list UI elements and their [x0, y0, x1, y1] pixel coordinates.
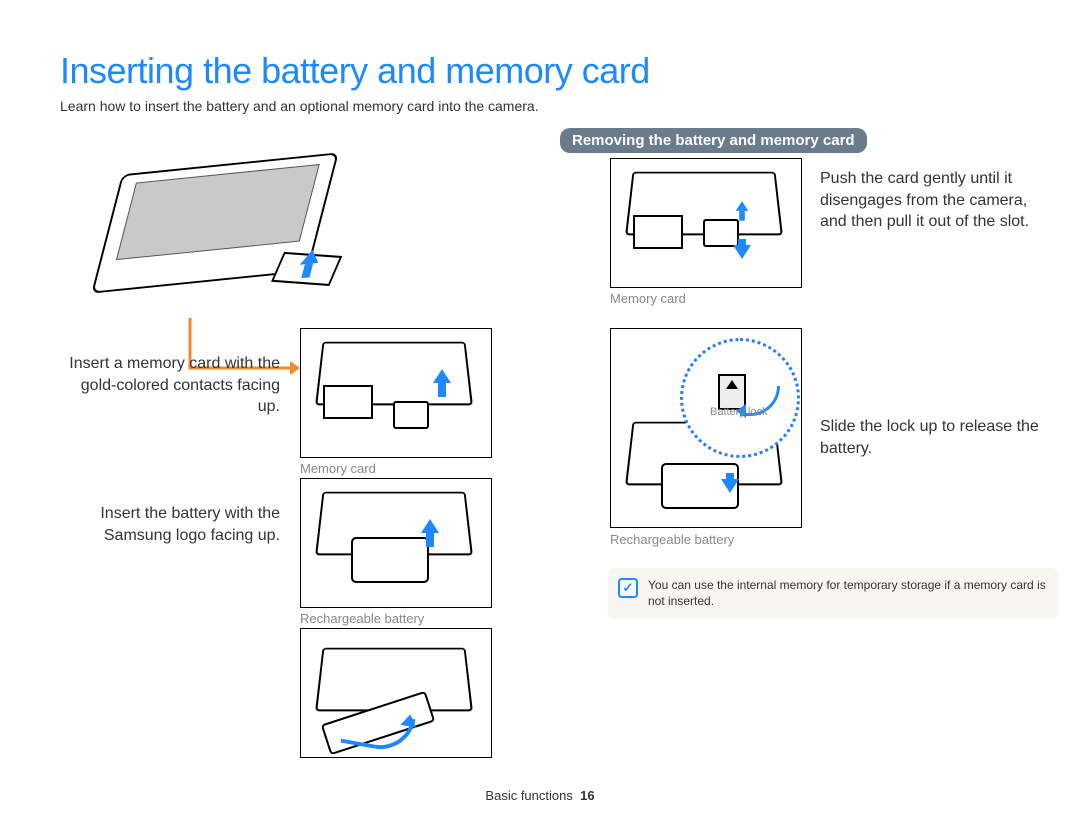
label-rechargeable-battery: Rechargeable battery: [300, 611, 424, 626]
arrow-down-icon: [733, 245, 751, 259]
right-column: Removing the battery and memory card Mem…: [560, 128, 1040, 153]
memory-card-icon: [393, 401, 429, 429]
caption-insert-memory-card: Insert a memory card with the gold-color…: [60, 353, 280, 418]
page-footer: Basic functions 16: [0, 788, 1080, 803]
camera-body-icon: [91, 152, 339, 293]
illustration-insert-battery: [300, 478, 492, 608]
illustration-close-door: [300, 628, 492, 758]
battery-lock-detail-icon: [680, 338, 800, 458]
arrow-up-icon: [733, 199, 751, 213]
battery-icon: [351, 537, 429, 583]
label-rechargeable-battery: Rechargeable battery: [610, 532, 734, 547]
card-door-icon: [323, 385, 373, 419]
caption-remove-memory-card: Push the card gently until it disengages…: [820, 168, 1050, 233]
label-memory-card: Memory card: [610, 291, 686, 306]
caption-remove-battery: Slide the lock up to release the battery…: [820, 416, 1050, 459]
section-pill-removing: Removing the battery and memory card: [560, 128, 867, 153]
card-door-icon: [633, 215, 683, 249]
label-memory-card: Memory card: [300, 461, 376, 476]
memory-card-icon: [703, 219, 739, 247]
illustration-camera-overview: [80, 128, 350, 318]
footer-page-number: 16: [580, 788, 594, 803]
content-region: Insert a memory card with the gold-color…: [60, 128, 1020, 768]
caption-insert-battery: Insert the battery with the Samsung logo…: [60, 503, 280, 546]
page-subtitle: Learn how to insert the battery and an o…: [60, 98, 1020, 114]
illustration-remove-memory-card: [610, 158, 802, 288]
camera-screen-icon: [116, 164, 320, 260]
note-box: ✓ You can use the internal memory for te…: [608, 568, 1058, 619]
lock-triangle-icon: [726, 380, 738, 389]
arrow-up-icon: [433, 369, 451, 383]
page-title: Inserting the battery and memory card: [60, 50, 1020, 92]
arrow-up-icon: [421, 519, 439, 533]
note-check-icon: ✓: [618, 578, 638, 598]
illustration-insert-memory-card: [300, 328, 492, 458]
manual-page: Inserting the battery and memory card Le…: [0, 0, 1080, 815]
arrow-down-icon: [721, 479, 739, 493]
footer-section: Basic functions: [485, 788, 572, 803]
label-battery-lock: Battery lock: [710, 406, 767, 418]
note-text: You can use the internal memory for temp…: [648, 578, 1046, 608]
